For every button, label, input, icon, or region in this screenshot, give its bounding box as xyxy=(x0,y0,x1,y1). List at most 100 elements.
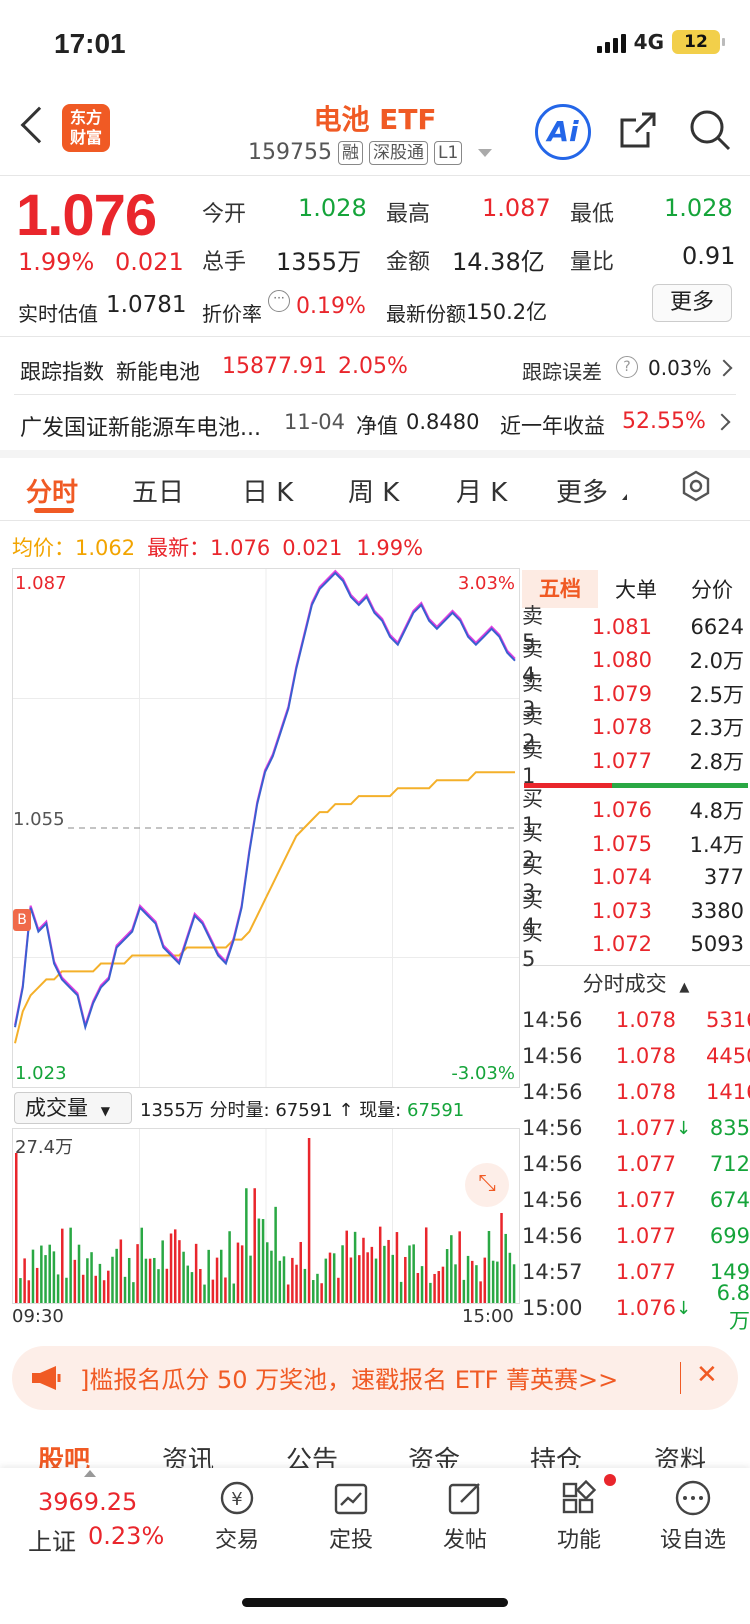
tag-level: L1 xyxy=(433,140,463,165)
edit-icon xyxy=(448,1483,480,1515)
info-icon[interactable]: ··· xyxy=(268,290,290,312)
sell-level-row[interactable]: 卖 3 1.079 2.5万 xyxy=(522,671,750,721)
trade-arrow-icon: ↓ xyxy=(676,1117,692,1139)
fund-name[interactable]: 广发国证新能源车电池... xyxy=(20,416,261,441)
latest-value: 1.076 xyxy=(210,536,271,560)
divider xyxy=(522,965,750,966)
tab-more[interactable]: 更多 xyxy=(556,478,609,508)
home-indicator[interactable] xyxy=(242,1598,508,1607)
volume-bar xyxy=(358,1255,361,1303)
volume-bar xyxy=(362,1237,365,1303)
volume-bar xyxy=(429,1282,432,1303)
sell-level-label: 卖 1 xyxy=(522,737,543,788)
volume-bar xyxy=(77,1244,81,1303)
buy-level-row[interactable]: 买 1 1.076 4.8万 xyxy=(522,787,750,837)
volume-bar xyxy=(253,1188,256,1303)
buy-level-row[interactable]: 买 5 1.072 5093 xyxy=(522,921,750,971)
sell-level-label: 卖 2 xyxy=(522,704,543,755)
fund-date: 11-04 xyxy=(284,410,346,434)
sell-level-row[interactable]: 卖 1 1.077 2.8万 xyxy=(522,738,750,788)
index-value[interactable]: 3969.25 xyxy=(38,1488,138,1516)
nav-functions[interactable]: 功能 xyxy=(534,1478,624,1554)
tracking-index[interactable]: 新能电池 xyxy=(116,360,200,384)
volume-bar xyxy=(194,1243,198,1303)
nav-add-watchlist[interactable]: 设自选 xyxy=(648,1478,738,1554)
volume-bar xyxy=(387,1239,390,1303)
tracking-error-value: 0.03% xyxy=(648,356,712,380)
buy-level-price: 1.075 xyxy=(591,831,652,856)
nav-invest-plan[interactable]: 定投 xyxy=(306,1478,396,1554)
volume-bar xyxy=(504,1233,507,1303)
buy-level-row[interactable]: 买 3 1.074 377 xyxy=(522,854,750,904)
volume-chart-svg xyxy=(15,1129,516,1303)
now-volume-value: 67591 xyxy=(407,1100,465,1121)
nav-post[interactable]: 发帖 xyxy=(420,1478,510,1554)
volume-bar xyxy=(433,1273,436,1303)
volume-bar xyxy=(240,1245,244,1303)
volume-bar xyxy=(286,1284,290,1303)
tab-monthly-k[interactable]: 月 K xyxy=(456,478,508,508)
buy-level-row[interactable]: 买 2 1.075 1.4万 xyxy=(522,821,750,871)
buy-marker[interactable]: B xyxy=(13,909,31,931)
tab-large-orders[interactable]: 大单 xyxy=(615,578,657,602)
buy-level-label: 买 1 xyxy=(522,787,543,838)
last-price: 1.076 xyxy=(16,183,157,248)
volume-bar xyxy=(483,1257,487,1303)
volume-bar xyxy=(86,1258,89,1303)
volume-bar xyxy=(115,1248,118,1303)
notification-dot xyxy=(604,1474,616,1486)
gear-icon[interactable] xyxy=(680,470,712,502)
sell-level-price: 1.077 xyxy=(591,748,652,773)
share-icon[interactable] xyxy=(618,110,658,150)
indicator-select[interactable]: 成交量 ▼ xyxy=(14,1092,132,1124)
volume-bar xyxy=(98,1263,102,1303)
intraday-chart[interactable]: 1.087 3.03% 1.055 1.023 -3.03% B xyxy=(12,568,520,1088)
sell-level-row[interactable]: 卖 5 1.081 6624 xyxy=(522,604,750,654)
trades-title-label: 分时成交 xyxy=(582,972,667,996)
tab-weekly-k[interactable]: 周 K xyxy=(348,478,400,508)
chevron-right-icon[interactable] xyxy=(713,413,731,431)
security-code-row[interactable]: 159755 融 深股通 L1 xyxy=(248,140,493,165)
latest-change: 0.021 xyxy=(282,536,343,560)
buy-level-price: 1.073 xyxy=(591,898,652,923)
tab-daily-k[interactable]: 日 K xyxy=(242,478,294,508)
order-book-panel: 五档 大单 分价 卖 5 1.081 6624 卖 4 1.080 2.0万卖 3… xyxy=(522,568,750,1333)
buy-level-label: 买 3 xyxy=(522,854,543,905)
volume-bar xyxy=(366,1252,369,1303)
tab-price-distribution[interactable]: 分价 xyxy=(691,578,733,602)
share-label: 最新份额 xyxy=(386,302,466,326)
promo-text[interactable]: ]槛报名瓜分 50 万奖池，速戳报名 ETF 菁英赛>> xyxy=(80,1366,619,1394)
open-value: 1.028 xyxy=(298,194,367,222)
volume-bar xyxy=(420,1266,424,1303)
tab-five-day[interactable]: 五日 xyxy=(132,478,185,508)
tab-five-levels[interactable]: 五档 xyxy=(522,570,598,608)
buy-level-row[interactable]: 买 4 1.073 3380 xyxy=(522,888,750,938)
ai-button[interactable]: Ai xyxy=(535,104,591,160)
promo-banner[interactable] xyxy=(12,1346,738,1410)
sell-level-volume: 2.3万 xyxy=(689,716,744,741)
volume-bar xyxy=(291,1257,294,1303)
tab-intraday[interactable]: 分时 xyxy=(26,478,79,508)
buy-level-price: 1.072 xyxy=(591,932,652,957)
search-icon[interactable] xyxy=(688,108,732,152)
avg-price-line xyxy=(14,771,515,1044)
volume-chart[interactable]: 27.4万 ⤡ xyxy=(12,1128,520,1304)
trades-title[interactable]: 分时成交 ▲ xyxy=(522,966,750,1002)
help-icon[interactable]: ? xyxy=(616,356,638,378)
volume-bar xyxy=(232,1283,236,1303)
sell-level-row[interactable]: 卖 2 1.078 2.3万 xyxy=(522,704,750,754)
app-logo: 东方 财富 xyxy=(62,104,110,152)
nav-trade[interactable]: ¥ 交易 xyxy=(192,1478,282,1554)
volume-bar xyxy=(178,1240,181,1303)
chevron-right-icon[interactable] xyxy=(715,359,733,377)
more-button[interactable]: 更多 xyxy=(652,284,732,322)
minute-volume-value: 67591 xyxy=(275,1100,333,1121)
expand-icon[interactable]: ⤡ xyxy=(465,1163,509,1207)
open-label: 今开 xyxy=(202,202,247,227)
volume-summary: 1355万 分时量: 67591 ↑ 现量: 67591 xyxy=(140,1096,464,1122)
volume-bar xyxy=(31,1249,35,1303)
discount-label: 折价率 xyxy=(202,302,262,326)
sell-level-row[interactable]: 卖 4 1.080 2.0万 xyxy=(522,637,750,687)
close-icon[interactable]: ✕ xyxy=(696,1360,718,1390)
tracking-pct: 2.05% xyxy=(338,354,408,379)
